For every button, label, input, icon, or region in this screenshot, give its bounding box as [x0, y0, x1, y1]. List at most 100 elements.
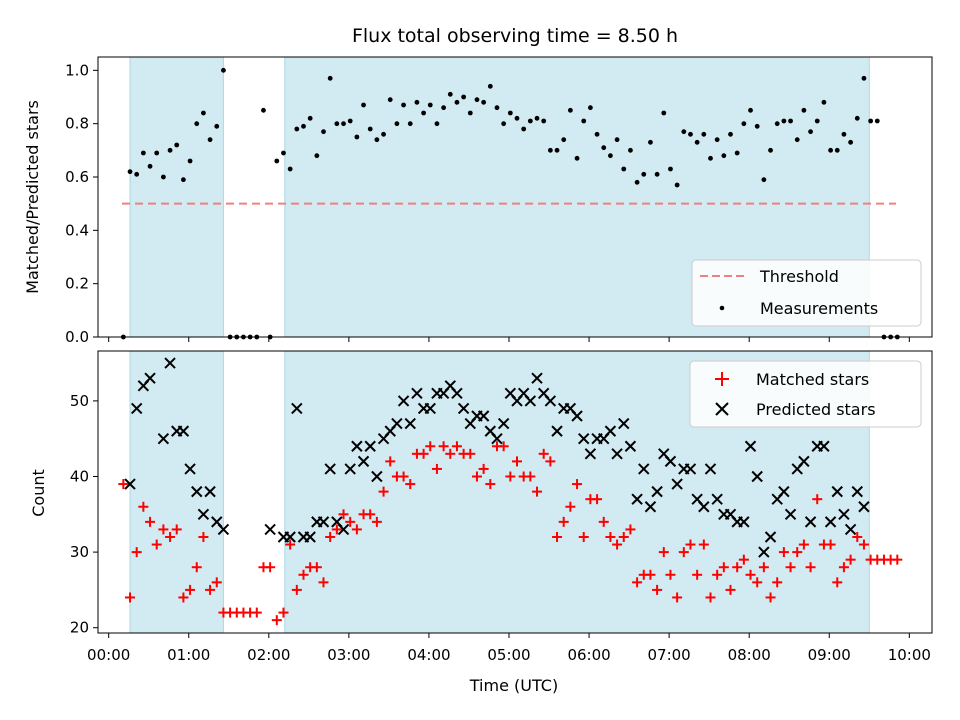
measurement-point	[487, 83, 493, 89]
predicted-star-point	[531, 372, 543, 384]
bottom-y-ticks: 20 30 40 50	[70, 392, 98, 637]
measurement-point	[821, 99, 827, 105]
predicted-star-point	[551, 425, 563, 437]
measurement-point	[794, 137, 800, 143]
matched-star-point	[665, 569, 676, 580]
top-legend: Threshold Measurements	[691, 259, 922, 327]
top-y-tick-label: 0.6	[65, 168, 89, 186]
matched-star-point	[545, 456, 556, 467]
legend-predicted-label: Predicted stars	[756, 400, 876, 419]
measurement-point	[781, 118, 787, 124]
legend-measurements-label: Measurements	[760, 299, 878, 318]
matched-star-point	[291, 584, 302, 595]
measurement-point	[874, 118, 880, 124]
measurement-point	[507, 110, 513, 116]
measurement-point	[140, 150, 146, 156]
measurement-point	[474, 97, 480, 103]
measurement-point	[434, 121, 440, 127]
measurement-point	[754, 123, 760, 129]
predicted-star-point	[204, 485, 216, 498]
measurement-point	[327, 75, 333, 81]
top-plot: 0.0 0.2 0.4 0.6 0.8 1.0 Flux total observing …	[23, 25, 933, 346]
measurement-point	[427, 102, 433, 108]
predicted-star-point	[544, 395, 557, 407]
x-tick-label: 05:00	[487, 646, 530, 664]
matched-star-point	[185, 584, 196, 595]
predicted-star-point	[457, 402, 470, 415]
predicted-star-point	[744, 440, 757, 452]
predicted-star-point	[357, 455, 370, 468]
predicted-star-point	[524, 395, 537, 407]
matched-star-point	[485, 479, 496, 490]
measurement-point	[281, 150, 286, 156]
matched-star-point	[892, 554, 903, 565]
measurement-point	[608, 153, 613, 159]
matched-star-point	[785, 562, 796, 573]
measurement-point	[714, 137, 720, 143]
matched-star-point	[732, 562, 743, 573]
matched-star-point	[205, 584, 216, 595]
top-legend-box	[691, 259, 922, 327]
measurement-point	[601, 145, 607, 151]
top-x-ticks	[108, 337, 910, 342]
predicted-star-point	[764, 531, 777, 543]
matched-star-point	[371, 516, 382, 527]
measurement-point	[581, 118, 587, 124]
measurement-point	[861, 75, 867, 81]
matched-star-point	[698, 539, 709, 550]
predicted-star-point	[191, 485, 203, 498]
predicted-star-point	[664, 455, 677, 468]
predicted-star-point	[844, 523, 857, 536]
matched-star-point	[805, 562, 816, 573]
measurement-point	[467, 110, 473, 116]
top-y-tick-label: 0.8	[65, 115, 89, 133]
matched-star-point	[505, 471, 516, 482]
measurement-point	[221, 67, 226, 73]
measurement-point	[334, 121, 340, 127]
predicted-star-point	[351, 440, 363, 452]
predicted-star-point	[778, 485, 790, 498]
predicted-star-point	[584, 448, 597, 460]
measurement-point	[594, 131, 600, 137]
matched-star-point	[158, 524, 169, 535]
measurement-point	[788, 118, 793, 124]
predicted-stars-points	[124, 357, 870, 558]
measurement-point	[481, 99, 487, 105]
matched-star-point	[712, 569, 723, 580]
top-plot-frame	[97, 56, 933, 338]
matched-star-point	[165, 531, 176, 542]
matched-star-point	[725, 584, 736, 595]
matched-star-point	[331, 524, 342, 535]
predicted-star-point	[838, 508, 850, 521]
matched-star-point	[798, 539, 809, 550]
predicted-star-point	[831, 485, 843, 498]
matched-star-point	[265, 562, 276, 573]
x-tick-label: 06:00	[567, 646, 610, 664]
measurement-point	[701, 131, 707, 137]
matched-star-point	[125, 592, 136, 603]
predicted-star-point	[818, 440, 830, 452]
predicted-star-point	[304, 531, 316, 543]
matched-star-point	[345, 516, 356, 527]
measurement-point	[514, 115, 520, 121]
measurement-point	[761, 177, 767, 183]
top-y-tick-label: 1.0	[65, 61, 89, 79]
matched-star-point	[778, 547, 789, 558]
measurement-point	[741, 121, 747, 127]
predicted-star-point	[130, 402, 143, 415]
measurement-point	[801, 107, 807, 113]
measurement-point	[634, 179, 640, 185]
predicted-star-point	[124, 478, 136, 490]
predicted-star-point	[391, 417, 403, 430]
measurement-point	[854, 115, 860, 121]
matched-star-point	[351, 524, 362, 535]
measurement-point	[541, 118, 547, 124]
predicted-star-point	[624, 440, 637, 452]
matched-star-point	[825, 539, 836, 550]
matched-star-point	[398, 471, 409, 482]
measurement-point	[414, 99, 420, 105]
matched-star-point	[298, 569, 309, 580]
measurement-point	[534, 115, 540, 121]
matched-star-point	[378, 486, 389, 497]
matched-star-point	[538, 448, 549, 459]
